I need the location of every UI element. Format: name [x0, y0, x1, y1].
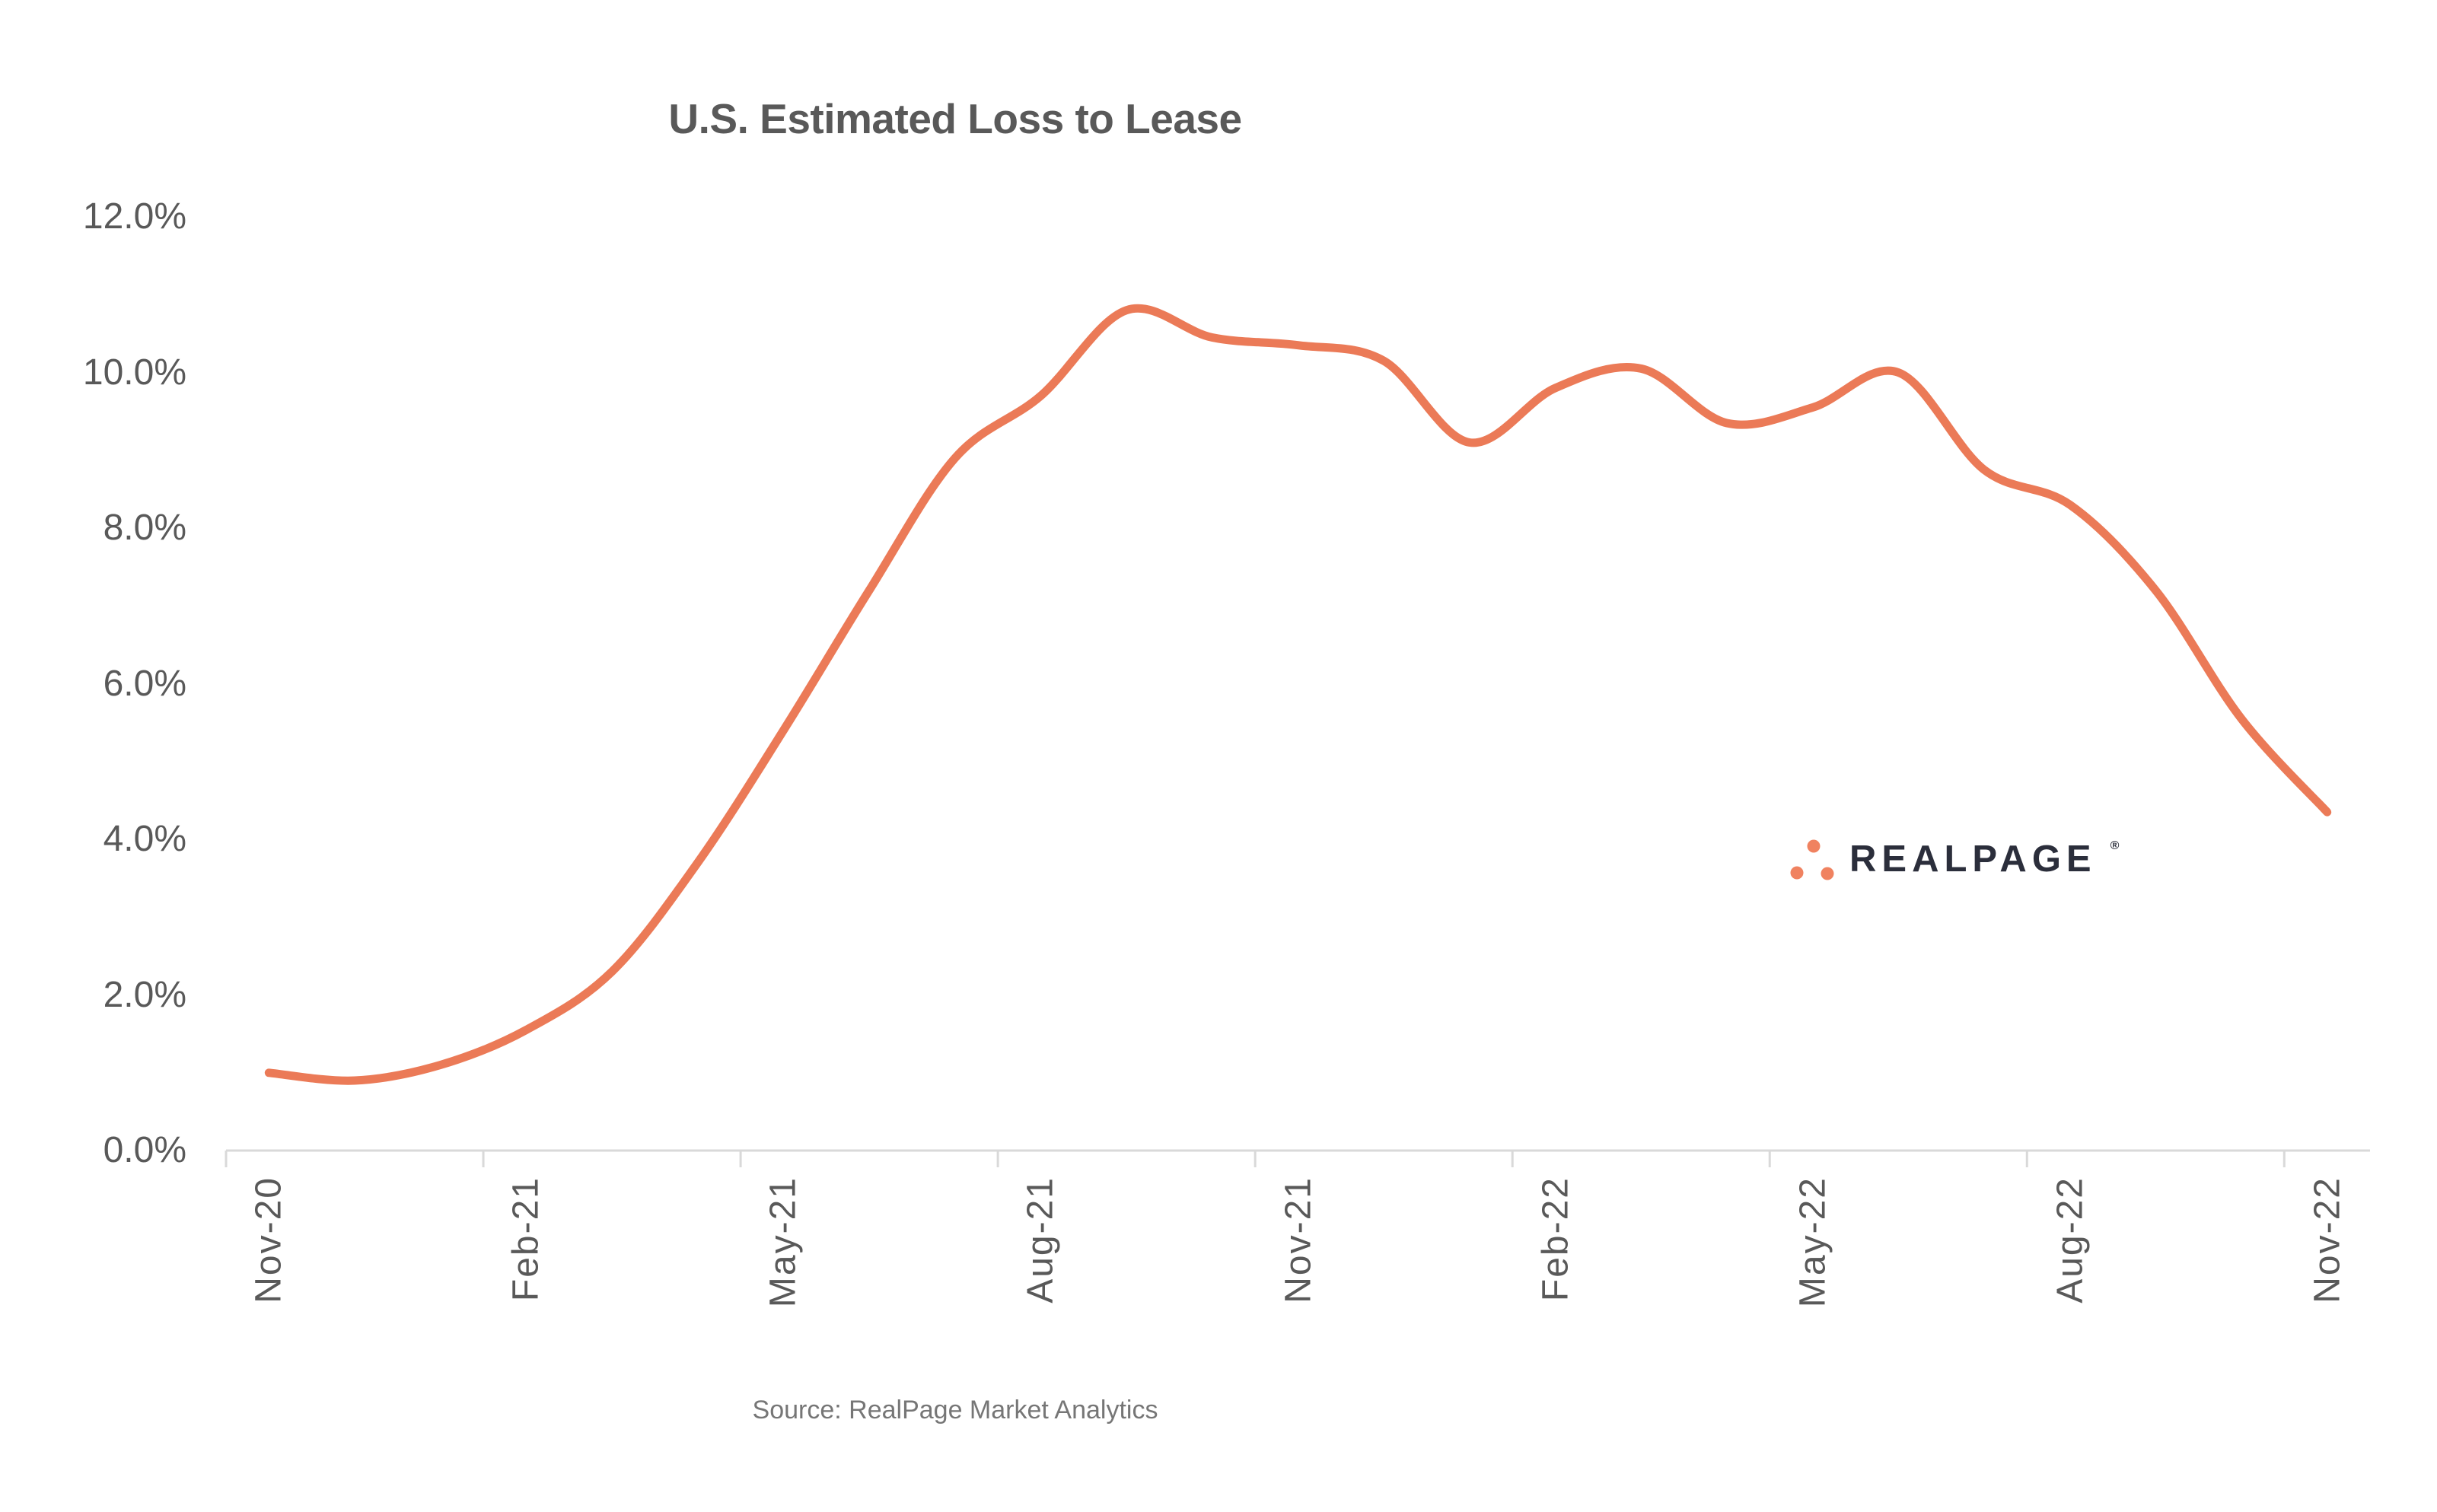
x-axis-tick-label: Aug-21: [1020, 1176, 1062, 1304]
x-axis-tick-label-text: Feb-21: [505, 1176, 546, 1302]
x-axis-tick-label: Feb-22: [1534, 1176, 1576, 1301]
x-axis-tick-label-text: Aug-22: [2050, 1176, 2091, 1304]
realpage-logo-text: REALPAGE: [1849, 839, 2097, 880]
source-note: Source: RealPage Market Analytics: [752, 1396, 1158, 1424]
x-axis-tick-label: Aug-22: [2049, 1176, 2091, 1304]
x-axis-tick-label-text: Nov-21: [1278, 1176, 1318, 1304]
realpage-logo: REALPAGE ®: [1790, 835, 2119, 883]
y-axis-tick-label: 8.0%: [103, 508, 186, 548]
realpage-logo-dots-icon: [1790, 839, 1834, 880]
y-axis-tick-label: 6.0%: [103, 663, 186, 704]
x-axis-tick-label: Nov-22: [2306, 1176, 2348, 1304]
x-axis-tick-label-text: Aug-21: [1020, 1176, 1061, 1304]
x-axis-tick-label-text: Nov-20: [248, 1176, 289, 1304]
y-axis-tick-label: 10.0%: [82, 352, 186, 393]
x-axis-tick-label: May-22: [1792, 1176, 1833, 1307]
y-axis-tick-label: 4.0%: [103, 819, 186, 859]
y-axis-tick-label: 12.0%: [82, 196, 186, 237]
x-axis-tick-label-text: May-22: [1792, 1176, 1833, 1308]
registered-trademark-icon: ®: [2110, 839, 2120, 852]
x-axis-tick-label-text: May-21: [763, 1176, 804, 1308]
y-axis-tick-label: 0.0%: [103, 1130, 186, 1170]
x-axis-tick-label: Nov-20: [248, 1176, 290, 1304]
x-axis-tick-label: Nov-21: [1277, 1176, 1319, 1304]
x-axis-tick-label: Feb-21: [505, 1176, 547, 1301]
x-axis-tick-label: May-21: [763, 1176, 804, 1307]
x-axis-ticks: [225, 1151, 2286, 1167]
chart-title: U.S. Estimated Loss to Lease: [668, 95, 1242, 142]
x-axis-tick-label-text: Feb-22: [1535, 1176, 1576, 1302]
y-axis-tick-label: 2.0%: [103, 974, 186, 1015]
x-axis-tick-label-text: Nov-22: [2307, 1176, 2348, 1304]
loss-to-lease-line-series: [264, 304, 2332, 1085]
